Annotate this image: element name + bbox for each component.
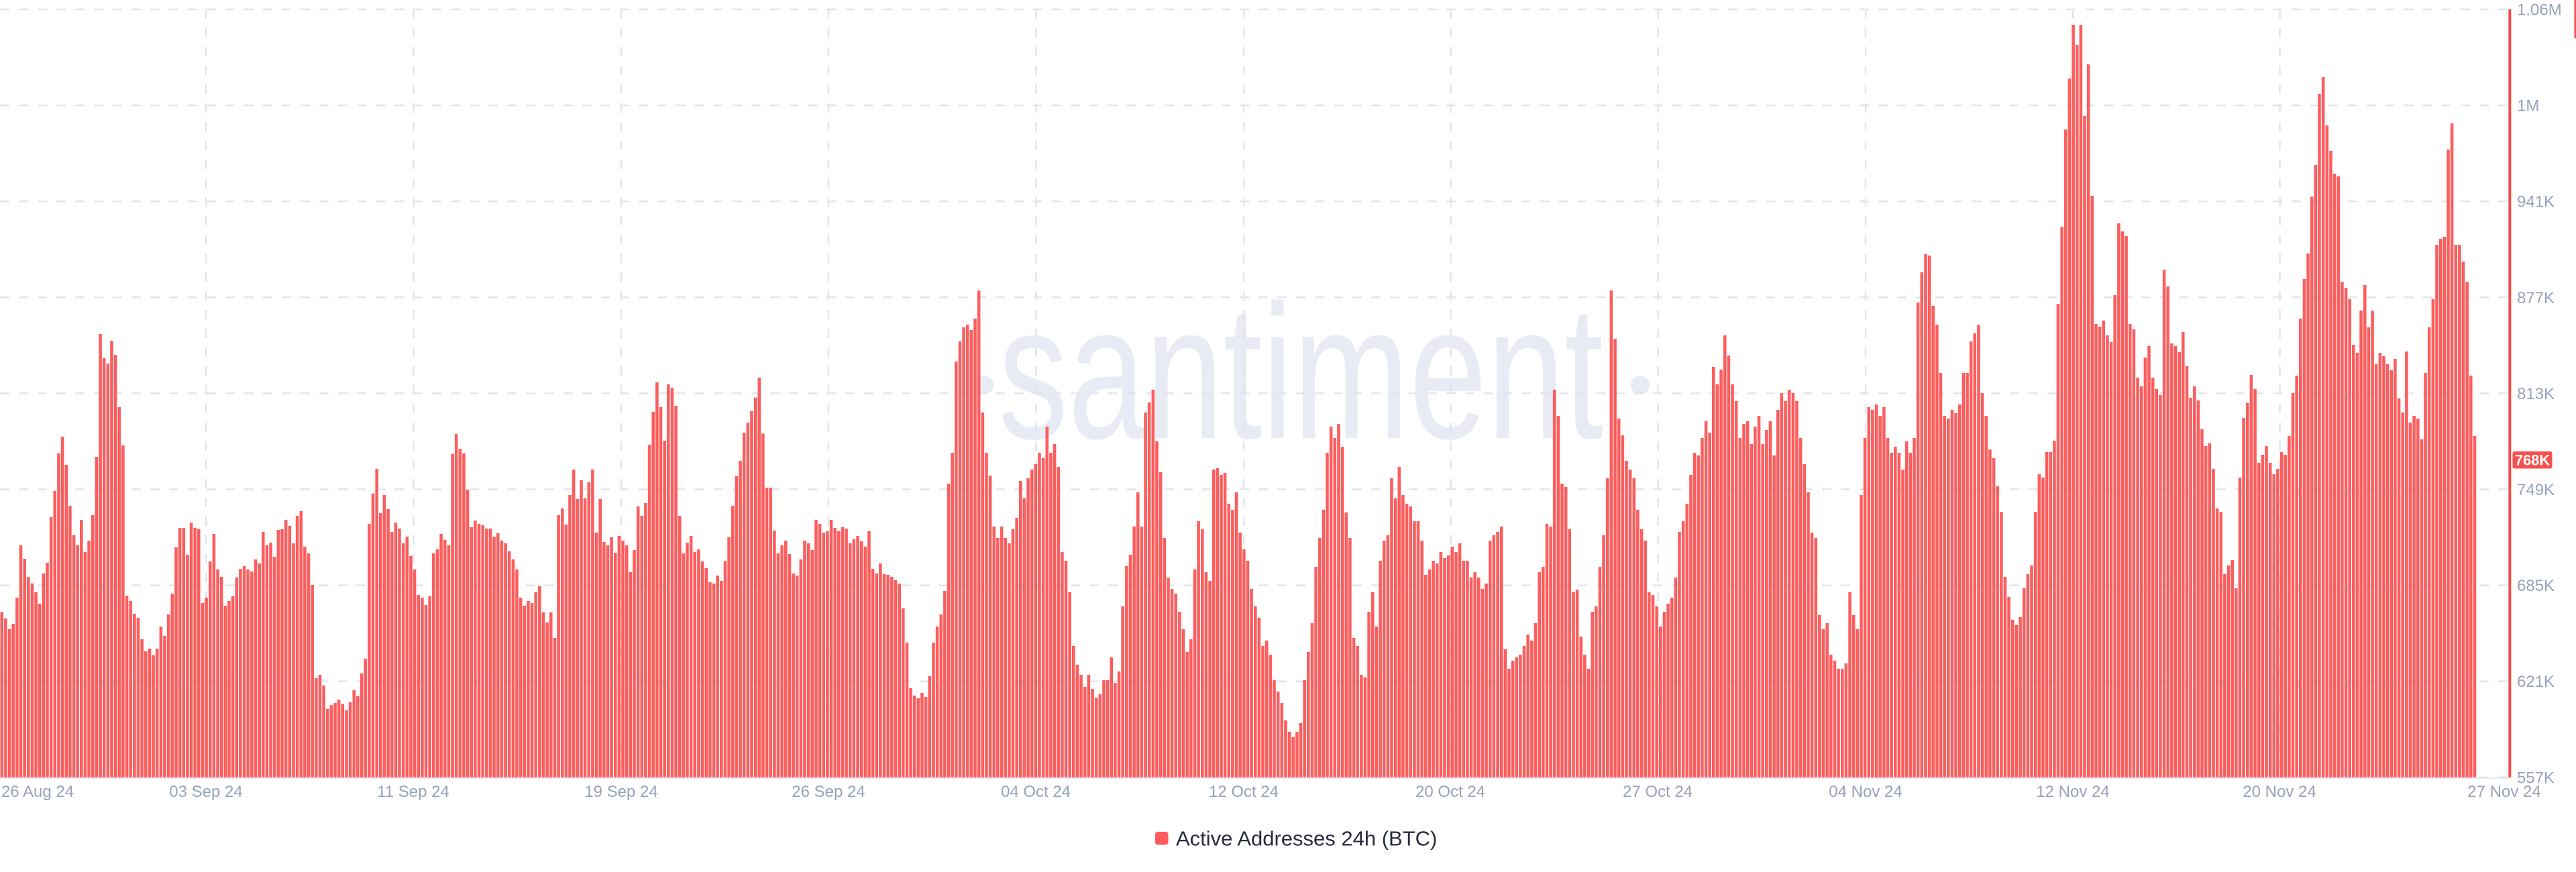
svg-text:20 Oct 24: 20 Oct 24: [1415, 783, 1485, 801]
svg-text:11 Sep 24: 11 Sep 24: [377, 783, 449, 801]
svg-text:749K: 749K: [2517, 481, 2555, 499]
svg-text:19 Sep 24: 19 Sep 24: [584, 783, 657, 801]
svg-text:27 Oct 24: 27 Oct 24: [1623, 783, 1693, 801]
svg-text:12 Oct 24: 12 Oct 24: [1209, 783, 1279, 801]
svg-text:Active Addresses 24h (BTC): Active Addresses 24h (BTC): [1176, 827, 1437, 851]
svg-text:813K: 813K: [2517, 385, 2555, 403]
svg-text:1M: 1M: [2517, 97, 2539, 115]
svg-text:557K: 557K: [2517, 769, 2555, 787]
svg-text:941K: 941K: [2517, 193, 2555, 211]
svg-text:27 Nov 24: 27 Nov 24: [2467, 783, 2540, 801]
svg-text:04 Oct 24: 04 Oct 24: [1001, 783, 1071, 801]
svg-text:12 Nov 24: 12 Nov 24: [2036, 783, 2109, 801]
svg-text:768K: 768K: [2515, 452, 2551, 469]
svg-text:621K: 621K: [2517, 673, 2555, 691]
svg-text:santiment: santiment: [998, 265, 1603, 479]
svg-text:877K: 877K: [2517, 289, 2555, 307]
svg-text:20 Nov 24: 20 Nov 24: [2243, 783, 2316, 801]
svg-text:1.06M: 1.06M: [2517, 1, 2562, 19]
svg-text:26 Aug 24: 26 Aug 24: [1, 783, 74, 801]
svg-text:26 Sep 24: 26 Sep 24: [792, 783, 865, 801]
svg-text:03 Sep 24: 03 Sep 24: [169, 783, 242, 801]
svg-text:685K: 685K: [2517, 577, 2555, 595]
svg-text:04 Nov 24: 04 Nov 24: [1829, 783, 1902, 801]
